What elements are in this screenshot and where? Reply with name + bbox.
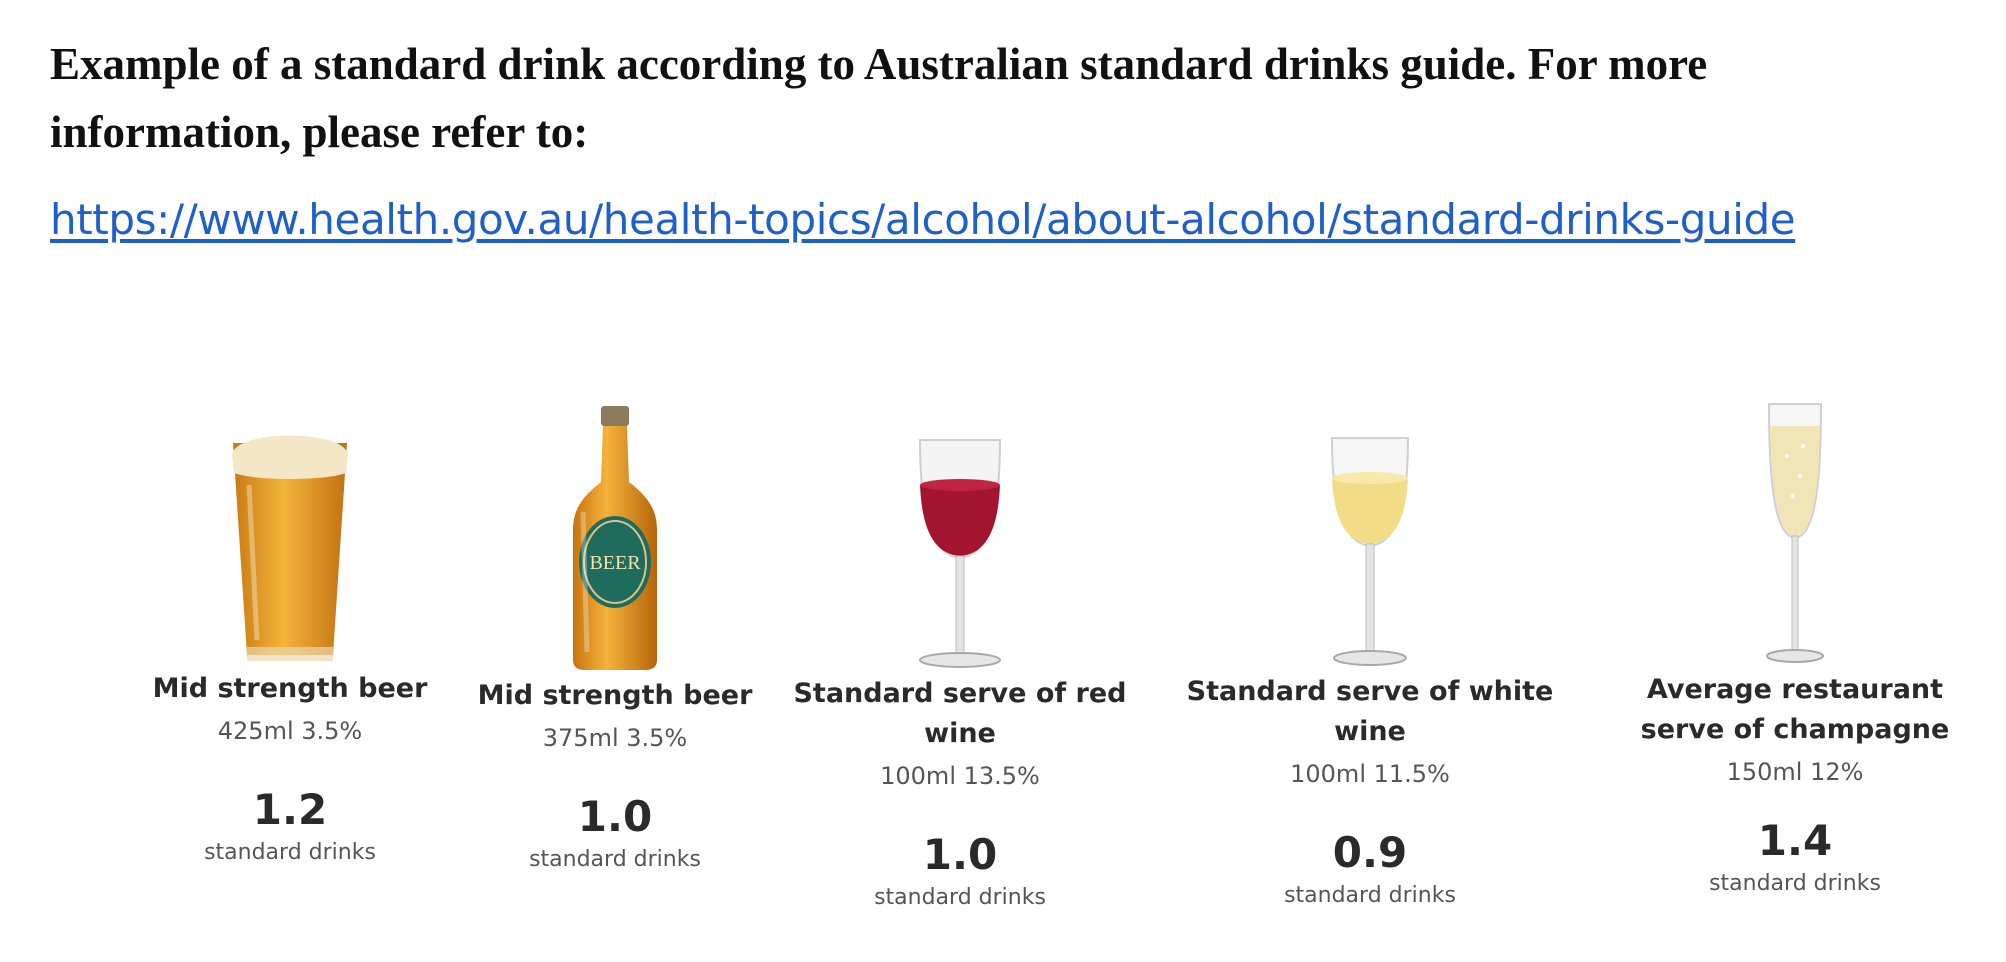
standard-drinks-value: 1.4 xyxy=(1757,816,1833,865)
standard-drinks-unit: standard drinks xyxy=(1709,871,1881,896)
standard-drinks-unit: standard drinks xyxy=(874,885,1046,910)
beer-bottle-icon: BEER xyxy=(573,406,657,670)
drink-card-white-wine: Standard serve of white wine 100ml 11.5%… xyxy=(1175,398,1565,918)
drink-volume-strength: 100ml 13.5% xyxy=(880,762,1040,790)
drink-volume-strength: 100ml 11.5% xyxy=(1290,760,1450,788)
drink-volume-strength: 375ml 3.5% xyxy=(542,724,688,752)
drink-name: Standard serve of white wine xyxy=(1186,676,1554,747)
drink-card-beer-bottle: BEER Mid strength beer 375ml 3.5% 1.0 st… xyxy=(460,402,770,922)
drink-name: Standard serve of red wine xyxy=(793,678,1127,749)
standard-drinks-unit: standard drinks xyxy=(529,847,701,872)
standard-drinks-unit: standard drinks xyxy=(204,840,376,865)
drink-name: Mid strength beer xyxy=(152,673,428,704)
standard-drinks-value: 1.2 xyxy=(252,785,328,834)
standard-drinks-value: 0.9 xyxy=(1332,828,1408,877)
intro-text: Example of a standard drink according to… xyxy=(50,39,1708,157)
standard-drinks-value: 1.0 xyxy=(577,792,653,841)
drink-name: Mid strength beer xyxy=(477,680,753,711)
drink-card-red-wine: Standard serve of red wine 100ml 13.5% 1… xyxy=(770,400,1150,920)
standard-drinks-unit: standard drinks xyxy=(1284,883,1456,908)
standard-drinks-value: 1.0 xyxy=(922,830,998,879)
standard-drinks-guide-link[interactable]: https://www.health.gov.au/health-topics/… xyxy=(50,195,1796,244)
drink-card-champagne: Average restaurant serve of champagne 15… xyxy=(1605,396,1985,916)
white-wine-glass-icon xyxy=(1330,437,1410,666)
drink-name: Average restaurant serve of champagne xyxy=(1640,674,1950,745)
beer-glass-icon xyxy=(232,435,348,661)
red-wine-glass-icon xyxy=(918,439,1002,668)
bottle-label-text: BEER xyxy=(589,552,641,574)
drink-volume-strength: 150ml 12% xyxy=(1726,758,1864,786)
drink-card-beer-glass: Mid strength beer 425ml 3.5% 1.2 standar… xyxy=(135,395,445,915)
champagne-flute-icon xyxy=(1766,403,1824,663)
drink-volume-strength: 425ml 3.5% xyxy=(217,717,363,745)
